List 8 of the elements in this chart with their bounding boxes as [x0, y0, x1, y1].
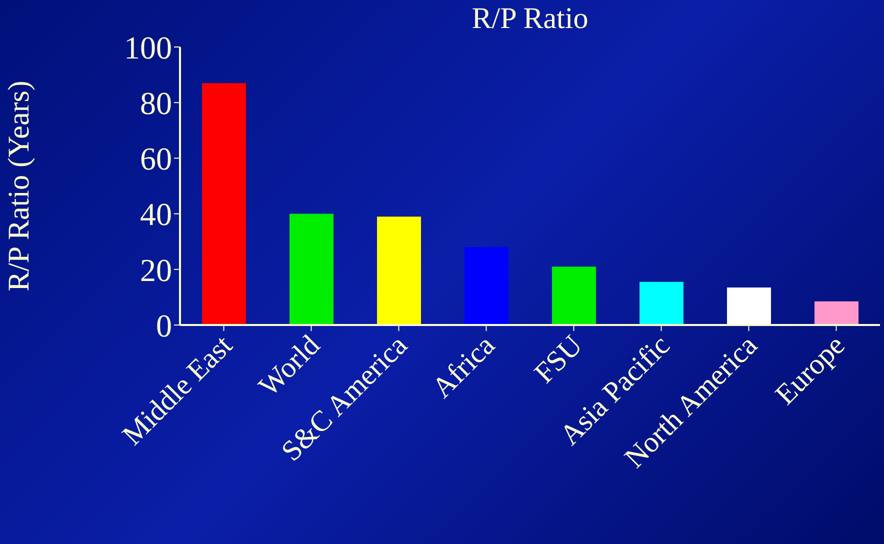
y-tick-label: 0	[156, 307, 172, 344]
y-tick-label: 20	[140, 252, 172, 288]
y-tick-label: 40	[140, 196, 172, 232]
y-tick-label: 80	[140, 84, 172, 121]
y-tick-label: 60	[140, 140, 172, 177]
y-tick-label: 100	[124, 29, 172, 66]
chart-title: R/P Ratio	[470, 2, 590, 36]
y-axis-title: R/P Ratio (Years)	[2, 80, 36, 292]
